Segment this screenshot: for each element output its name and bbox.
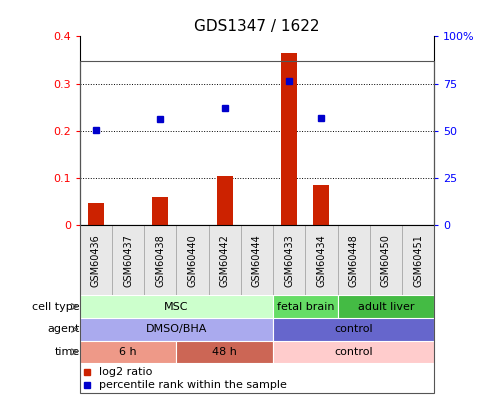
Bar xyxy=(112,225,144,295)
Text: cell type: cell type xyxy=(32,302,80,311)
Text: GSM60442: GSM60442 xyxy=(220,234,230,287)
Bar xyxy=(337,225,370,295)
Bar xyxy=(402,225,434,295)
Bar xyxy=(370,225,402,295)
Bar xyxy=(80,225,112,295)
Bar xyxy=(209,225,241,295)
Text: GSM60444: GSM60444 xyxy=(252,234,262,287)
Text: GSM60438: GSM60438 xyxy=(155,234,165,287)
Bar xyxy=(273,225,305,295)
Text: fetal brain: fetal brain xyxy=(276,302,334,311)
Bar xyxy=(217,176,233,225)
Text: GSM60448: GSM60448 xyxy=(349,234,359,287)
Text: control: control xyxy=(334,324,373,334)
Bar xyxy=(273,341,434,363)
Text: GSM60451: GSM60451 xyxy=(413,234,423,287)
Bar xyxy=(152,197,168,225)
Bar xyxy=(80,295,273,318)
Text: control: control xyxy=(334,347,373,357)
Bar xyxy=(337,295,434,318)
Text: GSM60437: GSM60437 xyxy=(123,234,133,287)
Text: 6 h: 6 h xyxy=(119,347,137,357)
Bar xyxy=(80,341,177,363)
Text: GSM60436: GSM60436 xyxy=(91,234,101,287)
Bar xyxy=(80,318,273,341)
Bar xyxy=(273,318,434,341)
Text: MSC: MSC xyxy=(164,302,189,311)
Text: percentile rank within the sample: percentile rank within the sample xyxy=(99,380,287,390)
Bar xyxy=(305,225,337,295)
Bar xyxy=(273,295,337,318)
Bar xyxy=(241,225,273,295)
Text: adult liver: adult liver xyxy=(358,302,414,311)
Bar xyxy=(313,185,329,225)
Text: log2 ratio: log2 ratio xyxy=(99,367,153,377)
Text: DMSO/BHA: DMSO/BHA xyxy=(146,324,207,334)
Text: GSM60433: GSM60433 xyxy=(284,234,294,287)
Text: GSM60440: GSM60440 xyxy=(188,234,198,287)
Text: time: time xyxy=(54,347,80,357)
Text: GSM60450: GSM60450 xyxy=(381,234,391,287)
Title: GDS1347 / 1622: GDS1347 / 1622 xyxy=(194,19,320,34)
Bar xyxy=(177,341,273,363)
Text: 48 h: 48 h xyxy=(213,347,237,357)
Bar xyxy=(177,225,209,295)
Text: GSM60434: GSM60434 xyxy=(316,234,326,287)
Text: agent: agent xyxy=(47,324,80,334)
Bar xyxy=(88,202,104,225)
Bar xyxy=(144,225,177,295)
Bar xyxy=(281,53,297,225)
